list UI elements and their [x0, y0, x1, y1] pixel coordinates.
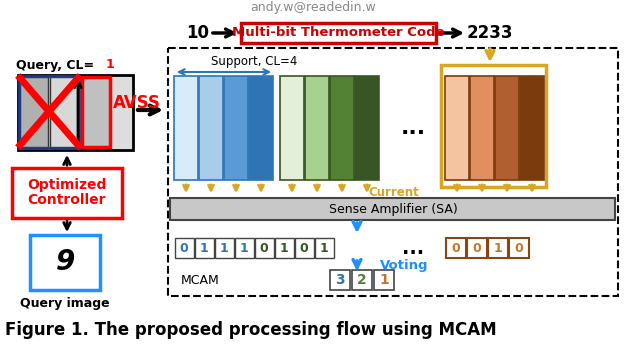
- Bar: [520, 76, 544, 180]
- Text: 9: 9: [55, 248, 74, 276]
- Text: 0: 0: [451, 242, 460, 255]
- Bar: [305, 76, 329, 180]
- Bar: [235, 238, 254, 258]
- Bar: [488, 238, 508, 258]
- Bar: [82, 77, 110, 147]
- Text: ...: ...: [402, 238, 424, 257]
- Text: 1: 1: [240, 242, 249, 255]
- Bar: [224, 76, 248, 180]
- Bar: [215, 238, 234, 258]
- Text: 1: 1: [200, 242, 208, 255]
- Bar: [441, 65, 546, 187]
- Text: MCAM: MCAM: [181, 274, 219, 287]
- Text: Multi-bit Thermometer Code: Multi-bit Thermometer Code: [232, 27, 444, 40]
- Bar: [170, 198, 615, 220]
- Text: 10: 10: [187, 24, 210, 42]
- Text: 1: 1: [320, 242, 329, 255]
- Text: 0: 0: [260, 242, 269, 255]
- Bar: [12, 168, 122, 218]
- Bar: [30, 235, 100, 290]
- Text: Query image: Query image: [20, 297, 110, 310]
- Bar: [174, 76, 198, 180]
- Bar: [50, 77, 78, 147]
- Bar: [446, 238, 466, 258]
- Text: 1: 1: [494, 242, 503, 255]
- Bar: [295, 238, 314, 258]
- Text: 1: 1: [106, 58, 115, 72]
- Text: 1: 1: [220, 242, 228, 255]
- Bar: [19, 76, 79, 148]
- Bar: [249, 76, 273, 180]
- Text: 3: 3: [335, 273, 345, 287]
- Bar: [275, 238, 294, 258]
- Bar: [20, 77, 48, 147]
- Text: andy.w@readedin.w: andy.w@readedin.w: [250, 1, 376, 14]
- Bar: [255, 238, 274, 258]
- Text: Sense Amplifier (SA): Sense Amplifier (SA): [329, 202, 458, 216]
- Bar: [280, 76, 304, 180]
- Bar: [199, 76, 223, 180]
- Text: ...: ...: [401, 118, 426, 138]
- Bar: [467, 238, 487, 258]
- Text: AVSS: AVSS: [113, 94, 161, 112]
- Bar: [374, 270, 394, 290]
- Text: Voting: Voting: [380, 260, 429, 273]
- Text: 0: 0: [473, 242, 481, 255]
- Bar: [445, 76, 469, 180]
- Text: 0: 0: [180, 242, 188, 255]
- Bar: [315, 238, 334, 258]
- Bar: [330, 270, 350, 290]
- Text: Support, CL=4: Support, CL=4: [211, 55, 297, 68]
- Text: 1: 1: [379, 273, 389, 287]
- Text: 2: 2: [357, 273, 367, 287]
- Bar: [175, 238, 194, 258]
- Text: 0: 0: [300, 242, 309, 255]
- Bar: [355, 76, 379, 180]
- Bar: [195, 238, 214, 258]
- Text: 1: 1: [280, 242, 289, 255]
- Bar: [495, 76, 519, 180]
- Text: Controller: Controller: [28, 193, 106, 207]
- Text: Current: Current: [368, 185, 419, 198]
- Bar: [168, 48, 618, 296]
- Bar: [352, 270, 372, 290]
- Text: 2233: 2233: [467, 24, 513, 42]
- Text: Query, CL=: Query, CL=: [16, 58, 94, 72]
- Text: Optimized: Optimized: [28, 178, 106, 192]
- Bar: [241, 23, 436, 43]
- Bar: [470, 76, 494, 180]
- Text: Figure 1. The proposed processing flow using MCAM: Figure 1. The proposed processing flow u…: [5, 321, 496, 339]
- Bar: [509, 238, 529, 258]
- Bar: [330, 76, 354, 180]
- Bar: [18, 75, 133, 150]
- Text: 0: 0: [515, 242, 523, 255]
